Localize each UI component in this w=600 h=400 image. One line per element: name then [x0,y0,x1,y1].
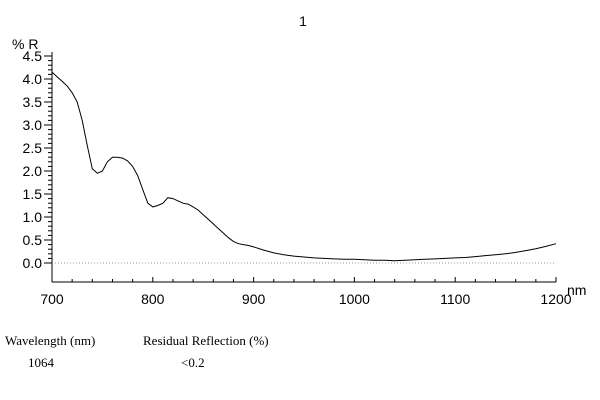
residual-reflection-header: Residual Reflection (%) [143,333,269,348]
y-tick-label: 3.0 [23,117,43,133]
axes [51,52,556,283]
y-tick-label: 2.0 [23,163,43,179]
x-tick-label: 700 [40,291,64,307]
x-tick-label: 800 [141,291,165,307]
x-ticks: 700 800 900 1000 1100 1200 [40,277,572,307]
x-axis-label: nm [567,282,586,298]
y-tick-label: 4.0 [23,71,43,87]
chart-title: 1 [299,13,307,29]
reflectance-chart: 1 % R nm 0.00.51.01.52.02.53.03.54.04.5 … [12,13,586,307]
y-tick-label: 2.5 [23,140,43,156]
wavelength-value: 1064 [28,355,54,370]
residual-reflection-value: <0.2 [181,355,205,370]
x-tick-label: 900 [242,291,266,307]
series [51,71,557,262]
x-tick-label: 1200 [540,291,571,307]
x-tick-label: 1000 [339,291,370,307]
y-tick-label: 0.5 [23,232,43,248]
y-axis-label: % R [12,36,38,52]
y-tick-label: 1.5 [23,186,43,202]
y-tick-label: 0.0 [23,255,43,271]
reflectance-line [51,71,557,262]
wavelength-header: Wavelength (nm) [5,333,96,348]
y-tick-label: 3.5 [23,94,43,110]
y-ticks: 0.0 0.5 1.0 1.5 2.0 2.5 3.0 3.5 4.0 4.5 [23,48,52,271]
y-tick-label: 4.5 [23,48,43,64]
x-tick-label: 1100 [440,291,470,307]
y-tick-label: 1.0 [23,209,43,225]
